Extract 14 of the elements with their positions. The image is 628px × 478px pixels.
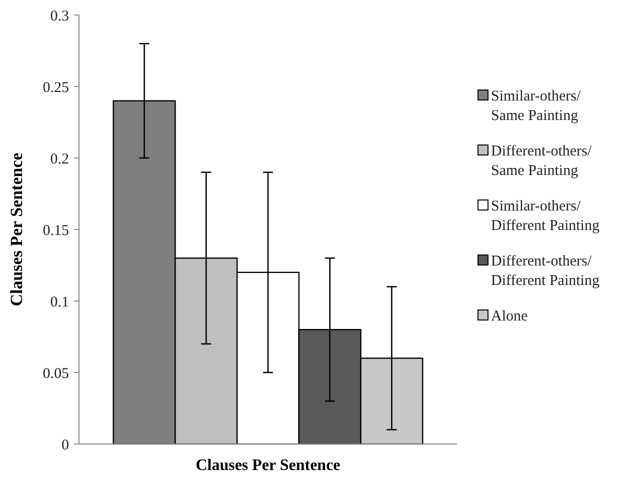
x-axis-title: Clauses Per Sentence (196, 457, 340, 474)
legend-label: Similar-others/ Different Painting (491, 198, 600, 234)
y-tick-label: 0.05 (42, 366, 69, 382)
y-tick-label: 0.15 (42, 222, 69, 239)
legend-label: Different-others/ Different Painting (491, 253, 600, 289)
legend-label: Alone (491, 308, 528, 324)
y-tick-label: 0.2 (50, 151, 69, 168)
y-tick-label: 0 (62, 437, 69, 454)
y-axis-title: Clauses Per Sentence (7, 152, 26, 306)
y-tick-label: 0.25 (42, 80, 69, 96)
y-tick-label: 0.3 (50, 8, 69, 24)
y-tick-label: 0.1 (50, 294, 69, 310)
legend-label: Similar-others/ Same Painting (491, 88, 582, 124)
legend-label: Different-others/ Same Painting (491, 143, 592, 179)
